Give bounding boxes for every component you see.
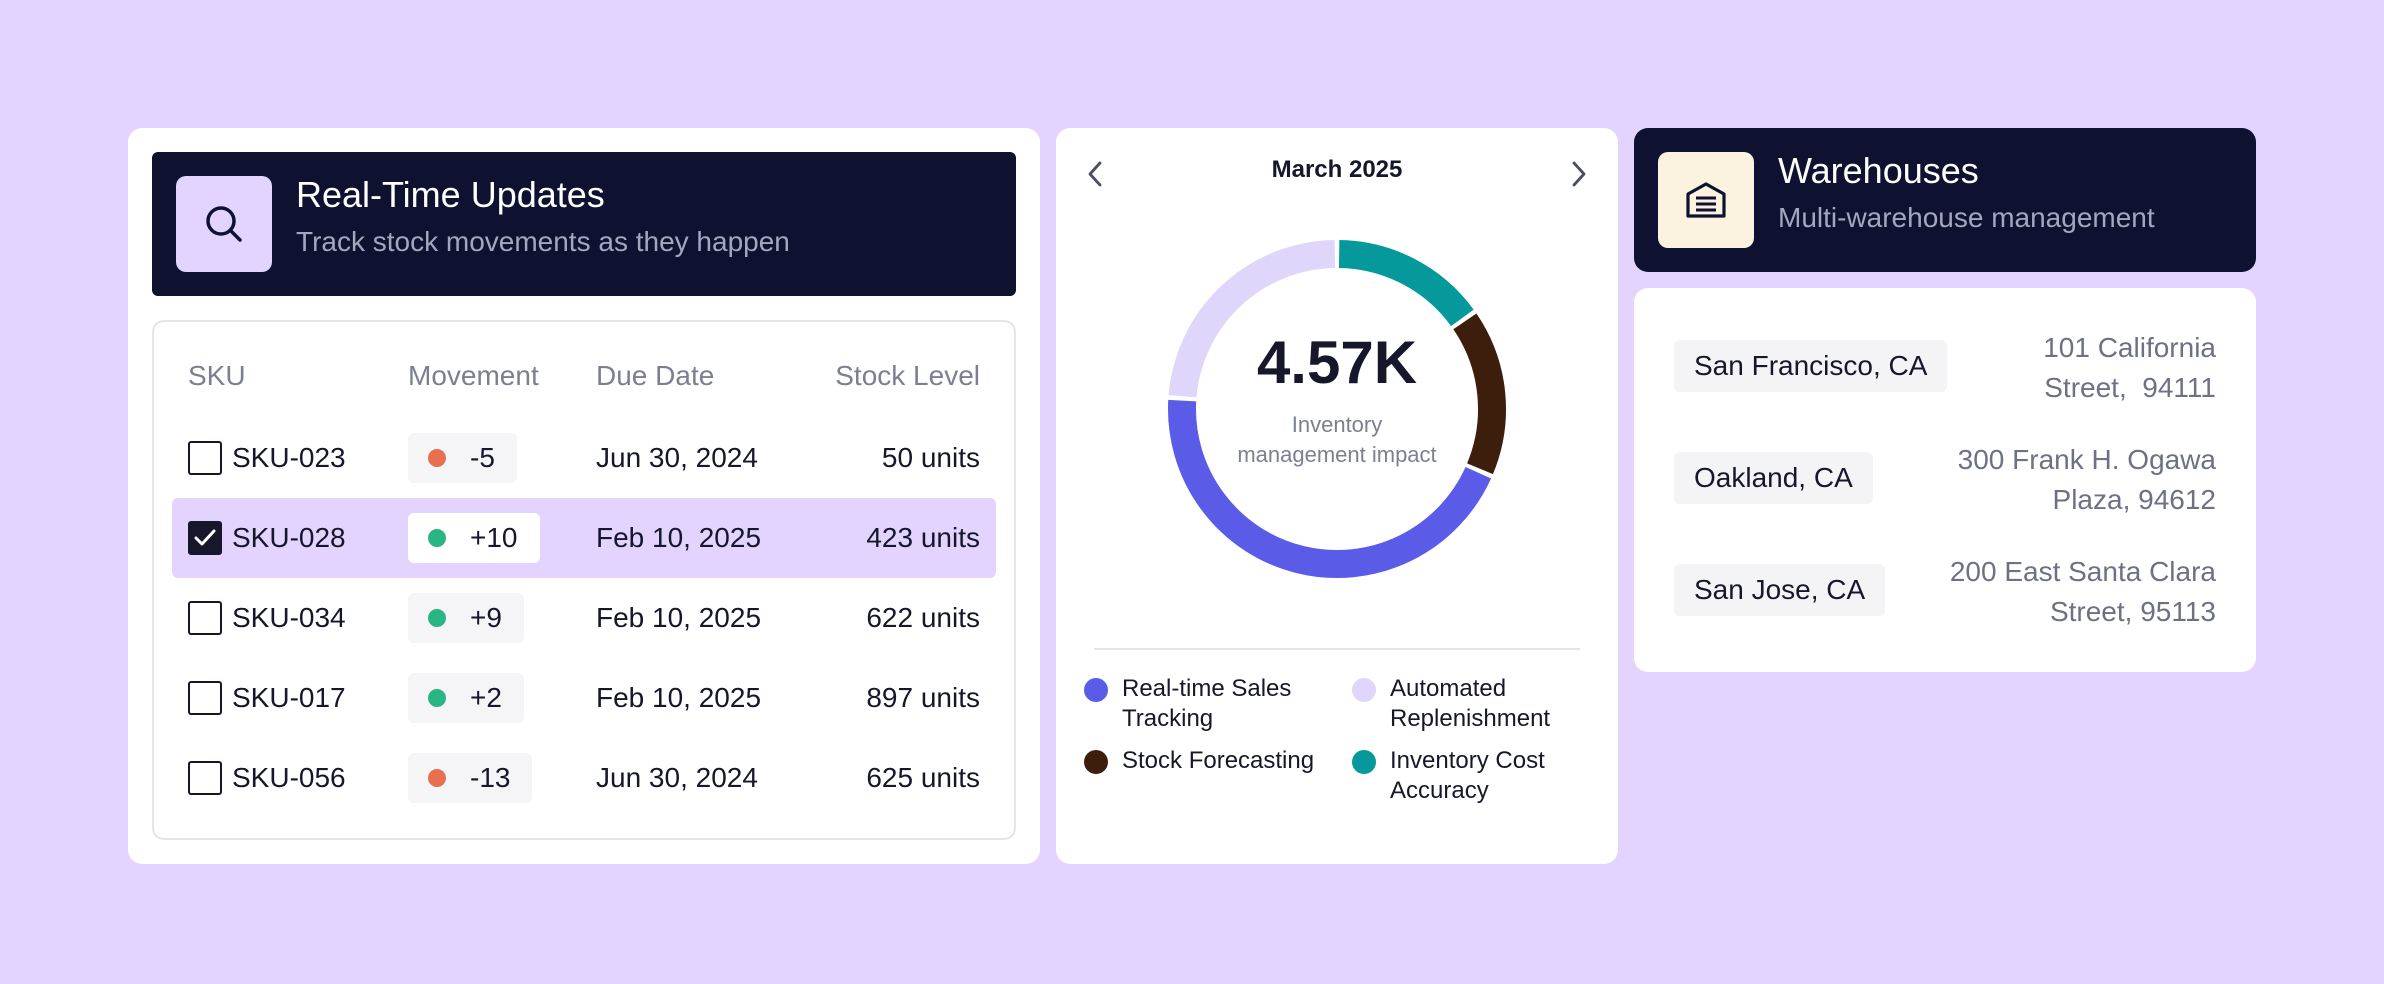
warehouse-city-badge: San Francisco, CA bbox=[1674, 340, 1948, 392]
legend-dot bbox=[1084, 678, 1108, 702]
warehouse-item[interactable]: San Jose, CA 200 East Santa Clara Street… bbox=[1674, 552, 2216, 632]
row-checkbox[interactable] bbox=[188, 441, 222, 475]
due-date-cell: Feb 10, 2025 bbox=[596, 682, 762, 713]
chevron-right-icon[interactable] bbox=[1554, 150, 1602, 198]
warehouse-city-badge: Oakland, CA bbox=[1674, 452, 1873, 504]
realtime-updates-card: Real-Time Updates Track stock movements … bbox=[128, 128, 1040, 864]
due-date-cell: Feb 10, 2025 bbox=[596, 602, 762, 633]
stock-level-cell: 50 units bbox=[881, 442, 980, 473]
table-row[interactable]: SKU-023 -5 Jun 30, 2024 50 units bbox=[172, 418, 996, 498]
column-header-stock-level[interactable]: Stock Level bbox=[835, 360, 980, 391]
address-line-2: Street, 95113 bbox=[2049, 596, 2216, 627]
legend-item[interactable]: Automated Replenishment bbox=[1352, 674, 1602, 734]
impact-chart-card: March 2025 4.57K Inventory management im… bbox=[1056, 128, 1618, 864]
movement-value: -5 bbox=[470, 442, 495, 473]
trend-down-dot bbox=[428, 769, 446, 787]
stock-level-cell: 423 units bbox=[866, 522, 980, 553]
donut-segment-automated-replenishment[interactable] bbox=[1168, 240, 1336, 398]
warehouse-city-badge: San Jose, CA bbox=[1674, 564, 1886, 616]
sku-cell: SKU-028 bbox=[232, 522, 346, 553]
column-header-movement[interactable]: Movement bbox=[408, 360, 539, 391]
sku-cell: SKU-056 bbox=[232, 762, 346, 793]
table-row[interactable]: SKU-017 +2 Feb 10, 2025 897 units bbox=[172, 658, 996, 738]
checkmark-icon bbox=[194, 529, 216, 546]
stock-level-cell: 897 units bbox=[866, 682, 980, 713]
address-line-1: 200 East Santa Clara bbox=[1949, 556, 2216, 587]
trend-down-dot bbox=[428, 449, 446, 467]
warehouse-address: 300 Frank H. Ogawa Plaza, 94612 bbox=[1896, 440, 2216, 520]
legend-label: Automated Replenishment bbox=[1390, 675, 1551, 732]
donut-segment-inventory-cost-accuracy[interactable] bbox=[1338, 240, 1474, 327]
legend-label: Stock Forecasting bbox=[1122, 747, 1315, 774]
due-date-cell: Jun 30, 2024 bbox=[596, 442, 758, 473]
warehouse-item[interactable]: San Francisco, CA 101 California Street,… bbox=[1674, 328, 2216, 408]
address-line-1: 300 Frank H. Ogawa bbox=[1957, 444, 2216, 475]
movement-badge: -5 bbox=[408, 433, 517, 483]
table-row[interactable]: SKU-056 -13 Jun 30, 2024 625 units bbox=[172, 738, 996, 818]
movement-badge: +2 bbox=[408, 673, 524, 723]
donut-segment-stock-forecasting[interactable] bbox=[1453, 313, 1506, 475]
warehouse-icon[interactable] bbox=[1658, 152, 1754, 248]
stock-level-cell: 622 units bbox=[866, 602, 980, 633]
chevron-left-icon[interactable] bbox=[1072, 150, 1120, 198]
trend-up-dot bbox=[428, 689, 446, 707]
movement-value: +9 bbox=[470, 602, 502, 633]
sku-cell: SKU-023 bbox=[232, 442, 346, 473]
sku-cell: SKU-034 bbox=[232, 602, 346, 633]
warehouses-header: Warehouses Multi-warehouse management bbox=[1634, 128, 2256, 272]
legend-label: Inventory Cost Accuracy bbox=[1390, 747, 1545, 804]
legend-dot bbox=[1352, 750, 1376, 774]
address-line-2: Street, 94111 bbox=[2044, 372, 2216, 403]
sku-cell: SKU-017 bbox=[232, 682, 346, 713]
warehouse-item[interactable]: Oakland, CA 300 Frank H. Ogawa Plaza, 94… bbox=[1674, 440, 2216, 520]
trend-up-dot bbox=[428, 609, 446, 627]
warehouse-address: 101 California Street, 94111 bbox=[1896, 328, 2216, 408]
legend-item[interactable]: Stock Forecasting bbox=[1084, 746, 1334, 776]
table-row[interactable]: SKU-028 +10 Feb 10, 2025 423 units bbox=[172, 498, 996, 578]
movement-value: -13 bbox=[470, 762, 511, 793]
movement-badge: +9 bbox=[408, 593, 524, 643]
legend-item[interactable]: Inventory Cost Accuracy bbox=[1352, 746, 1602, 806]
column-header-due-date[interactable]: Due Date bbox=[596, 360, 715, 391]
row-checkbox[interactable] bbox=[188, 761, 222, 795]
realtime-updates-subtitle: Track stock movements as they happen bbox=[296, 226, 790, 257]
stock-level-cell: 625 units bbox=[866, 762, 980, 793]
warehouses-subtitle: Multi-warehouse management bbox=[1778, 202, 2155, 233]
movement-value: +2 bbox=[470, 682, 502, 713]
column-header-sku[interactable]: SKU bbox=[188, 360, 246, 391]
realtime-updates-title: Real-Time Updates bbox=[296, 174, 605, 215]
legend-label: Real-time Sales Tracking bbox=[1122, 675, 1292, 732]
address-line-2: Plaza, 94612 bbox=[2052, 484, 2216, 515]
legend-dot bbox=[1352, 678, 1376, 702]
movement-value: +10 bbox=[470, 522, 518, 553]
due-date-cell: Jun 30, 2024 bbox=[596, 762, 758, 793]
chart-month-label: March 2025 bbox=[1271, 156, 1403, 183]
movement-badge: +10 bbox=[408, 513, 540, 563]
address-line-1: 101 California bbox=[2043, 332, 2216, 363]
legend-divider bbox=[1094, 648, 1580, 650]
due-date-cell: Feb 10, 2025 bbox=[596, 522, 762, 553]
warehouse-list: San Francisco, CA 101 California Street,… bbox=[1634, 288, 2256, 672]
realtime-updates-header: Real-Time Updates Track stock movements … bbox=[152, 152, 1016, 296]
search-icon[interactable] bbox=[176, 176, 272, 272]
warehouse-address: 200 East Santa Clara Street, 95113 bbox=[1896, 552, 2216, 632]
donut-segment-real-time-sales-tracking[interactable] bbox=[1168, 399, 1492, 578]
movement-badge: -13 bbox=[408, 753, 533, 803]
trend-up-dot bbox=[428, 529, 446, 547]
donut-chart bbox=[1168, 240, 1506, 578]
chart-center-value: 4.57K bbox=[1256, 329, 1418, 396]
row-checkbox[interactable] bbox=[188, 601, 222, 635]
stock-table: SKU Movement Due Date Stock Level SKU-02… bbox=[152, 320, 1016, 840]
warehouses-title: Warehouses bbox=[1778, 150, 1979, 191]
legend-dot bbox=[1084, 750, 1108, 774]
row-checkbox[interactable] bbox=[188, 681, 222, 715]
table-row[interactable]: SKU-034 +9 Feb 10, 2025 622 units bbox=[172, 578, 996, 658]
row-checkbox[interactable] bbox=[188, 521, 222, 555]
chart-center-label: Inventory management impact bbox=[1237, 412, 1437, 467]
legend-item[interactable]: Real-time Sales Tracking bbox=[1084, 674, 1334, 734]
